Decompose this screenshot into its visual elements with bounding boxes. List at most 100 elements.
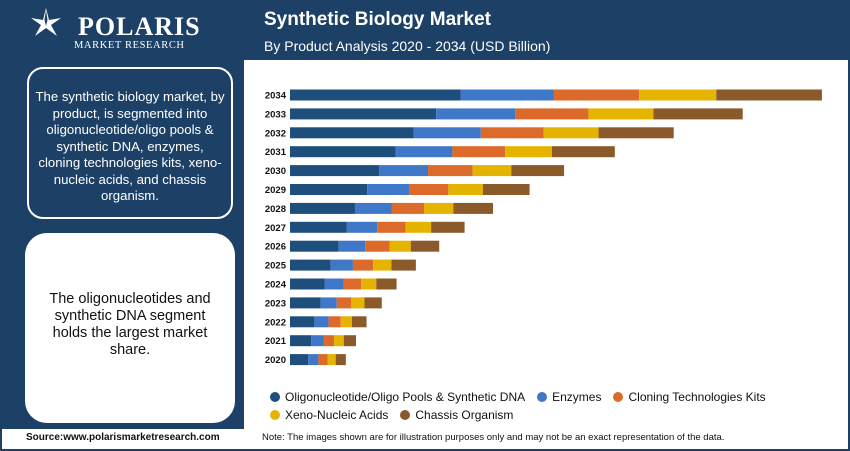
bar-segment-2028-s4	[453, 202, 494, 214]
footer-bar	[2, 429, 848, 449]
bar-segment-2034-s1	[460, 89, 554, 101]
segmentation-summary-box: The synthetic biology market, by product…	[27, 67, 233, 219]
bar-segment-2020-s0	[290, 354, 309, 366]
bar-segment-2029-s4	[482, 184, 530, 195]
bar-segment-2027-s4	[431, 221, 465, 233]
year-tick-label: 2031	[265, 147, 287, 158]
bar-segment-2031-s1	[395, 146, 453, 158]
bar-segment-2021-s1	[311, 335, 324, 347]
bar-segment-2031-s3	[505, 146, 552, 158]
bar-segment-2032-s0	[290, 127, 414, 139]
year-tick-label: 2020	[265, 355, 286, 366]
bar-segment-2021-s2	[323, 335, 335, 347]
bar-segment-2034-s2	[553, 89, 640, 101]
star-logo-icon	[31, 8, 61, 36]
legend-label: Oligonucleotide/Oligo Pools & Synthetic …	[285, 390, 526, 404]
bar-segment-2028-s0	[290, 202, 355, 214]
legend-swatch	[613, 392, 624, 402]
bar-segment-2028-s1	[354, 202, 392, 214]
bar-segment-2026-s0	[290, 240, 339, 252]
year-tick-label: 2021	[265, 336, 287, 347]
source-text: Source:www.polarismarketresearch.com	[26, 432, 220, 443]
bar-segment-2025-s0	[290, 259, 331, 271]
year-tick-label: 2030	[265, 166, 286, 177]
key-insight-box: The oligonucleotides and synthetic DNA s…	[25, 233, 235, 423]
stacked-bar-chart: 2034 2033 2032 2031 2030 2029 2028 2027 2026 2025…	[265, 89, 822, 366]
year-tick-label: 2032	[265, 128, 286, 139]
year-tick-label: 2029	[265, 185, 286, 196]
year-tick-label: 2033	[265, 109, 286, 120]
bar-segment-2032-s1	[413, 127, 481, 139]
bar-segment-2023-s3	[351, 297, 365, 309]
year-tick-label: 2024	[265, 280, 287, 291]
bar-segment-2033-s3	[588, 108, 654, 120]
bar-segment-2029-s1	[367, 184, 410, 195]
legend-swatch	[270, 410, 280, 420]
bar-segment-2022-s2	[328, 316, 341, 328]
bar-segment-2031-s0	[290, 146, 396, 158]
year-tick-label: 2025	[265, 261, 287, 272]
bar-segment-2026-s2	[365, 240, 390, 252]
bar-segment-2033-s4	[653, 108, 743, 120]
bar-segment-2021-s0	[290, 335, 312, 347]
header-bar: POLARIS MARKET RESEARCH Synthetic Biolog…	[2, 2, 848, 60]
bar-segment-2024-s1	[324, 278, 344, 290]
bar-segment-2030-s3	[472, 165, 512, 177]
legend-item-3: Xeno-Nucleic Acids	[270, 406, 388, 424]
bar-segment-2029-s0	[290, 184, 368, 195]
year-tick-label: 2023	[265, 298, 286, 309]
bar-segment-2020-s4	[335, 354, 346, 366]
chart-subtitle: By Product Analysis 2020 - 2034 (USD Bil…	[264, 38, 551, 54]
bar-segment-2023-s2	[336, 297, 352, 309]
bar-segment-2025-s3	[373, 259, 392, 271]
legend-label: Chassis Organism	[415, 408, 514, 422]
bar-segment-2024-s4	[376, 278, 397, 290]
bar-segment-2031-s2	[452, 146, 506, 158]
bar-segment-2029-s2	[409, 184, 449, 195]
chart-legend: Oligonucleotide/Oligo Pools & Synthetic …	[270, 388, 840, 424]
bar-segment-2030-s1	[379, 165, 429, 177]
legend-label: Enzymes	[552, 390, 602, 404]
legend-item-2: Cloning Technologies Kits	[613, 388, 766, 406]
bar-segment-2023-s0	[290, 297, 321, 309]
bar-segment-2031-s4	[551, 146, 615, 158]
polaris-logo: POLARIS MARKET RESEARCH	[16, 6, 236, 58]
bar-segment-2025-s4	[391, 259, 416, 271]
bar-segment-2026-s4	[410, 240, 440, 252]
bar-segment-2020-s3	[327, 354, 336, 366]
bar-segment-2025-s1	[330, 259, 353, 271]
bar-segment-2032-s2	[480, 127, 544, 139]
bar-segment-2020-s2	[318, 354, 328, 366]
bar-segment-2033-s1	[436, 108, 516, 120]
bar-segment-2033-s2	[515, 108, 589, 120]
year-tick-label: 2022	[265, 317, 286, 328]
disclaimer-note: Note: The images shown are for illustrat…	[262, 432, 725, 443]
bar-segment-2024-s3	[361, 278, 377, 290]
bar-segment-2030-s4	[511, 165, 565, 177]
bar-segment-2029-s3	[448, 184, 483, 195]
legend-item-1: Enzymes	[537, 388, 601, 406]
legend-item-4: Chassis Organism	[400, 406, 513, 424]
bar-segment-2026-s1	[338, 240, 366, 252]
bar-segment-2022-s3	[340, 316, 352, 328]
bar-segment-2028-s3	[423, 202, 454, 214]
bar-segment-2024-s0	[290, 278, 325, 290]
chart-title: Synthetic Biology Market	[264, 9, 491, 30]
bar-segment-2027-s0	[290, 221, 347, 233]
year-tick-label: 2028	[265, 204, 286, 215]
bar-segment-2022-s4	[351, 316, 367, 328]
year-tick-label: 2026	[265, 242, 286, 253]
legend-item-0: Oligonucleotide/Oligo Pools & Synthetic …	[270, 388, 525, 406]
bar-segment-2027-s1	[346, 221, 378, 233]
bar-segment-2022-s1	[314, 316, 329, 328]
legend-label: Cloning Technologies Kits	[628, 390, 766, 404]
bar-segment-2033-s0	[290, 108, 437, 120]
legend-swatch	[270, 392, 280, 402]
year-tick-label: 2027	[265, 223, 286, 234]
bar-segment-2023-s4	[364, 297, 382, 309]
bar-segment-2034-s3	[639, 89, 717, 101]
bar-segment-2026-s3	[389, 240, 411, 252]
bar-segment-2032-s3	[543, 127, 599, 139]
bar-segment-2022-s0	[290, 316, 315, 328]
bar-segment-2024-s2	[343, 278, 362, 290]
